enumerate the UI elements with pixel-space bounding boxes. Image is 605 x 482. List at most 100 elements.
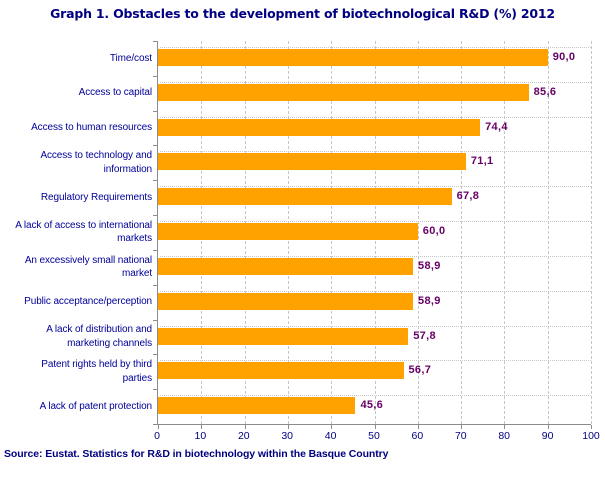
y-tick	[153, 110, 157, 112]
bar-row: 45,6	[158, 389, 591, 424]
category-label: Access to human resources	[31, 122, 152, 134]
bar-value-label: 85,6	[533, 85, 557, 98]
bar	[158, 49, 548, 66]
bar	[158, 327, 409, 345]
row-gridline	[160, 395, 591, 397]
bar-row: 74,4	[158, 111, 591, 146]
category-label: A lack of access to international market…	[15, 219, 152, 245]
x-tick-label: 40	[324, 430, 337, 442]
y-tick	[153, 145, 157, 147]
x-tick-label: 50	[368, 430, 380, 442]
x-tick	[547, 425, 549, 429]
x-tick	[591, 425, 592, 429]
source-note: Source: Eustat. Statistics for R&D in bi…	[4, 448, 389, 460]
bar-row: 60,0	[158, 215, 591, 250]
row-gridline	[160, 290, 591, 292]
bar	[158, 362, 404, 380]
row-gridline	[160, 47, 591, 48]
x-axis-tick-labels: 0 10 20 30 40 50 60 70 80 90 100	[154, 430, 600, 444]
bar-value-label: 74,4	[485, 120, 508, 133]
y-tick	[153, 284, 157, 286]
row-gridline	[160, 81, 591, 83]
bar-value-label: 57,8	[413, 329, 436, 342]
row-gridline	[160, 151, 591, 153]
x-tick-label: 90	[541, 430, 554, 442]
y-tick	[153, 180, 157, 182]
bar	[158, 153, 466, 171]
y-tick	[153, 75, 157, 77]
x-tick-label: 100	[582, 430, 600, 442]
bar-value-label: 71,1	[470, 155, 494, 168]
bar-value-label: 58,9	[418, 294, 441, 307]
bar-value-label: 56,7	[408, 364, 432, 377]
plot-area: 90,0 85,6 74,4 71,1 67,8 60,0 58,9 58,9 57,8 56,7…	[153, 41, 592, 429]
category-labels: Time/cost Access to capital Access to huma…	[2, 41, 152, 424]
x-tick	[374, 425, 376, 429]
x-tick-label: 0	[154, 430, 160, 442]
category-label: Time/cost	[109, 52, 152, 64]
bar-value-label: 58,9	[418, 259, 441, 272]
bar	[158, 223, 418, 241]
plot-rows: 90,0 85,6 74,4 71,1 67,8 60,0 58,9 58,9 57,8 56,7…	[158, 41, 591, 424]
bar-value-label: 67,8	[456, 190, 480, 203]
gridline	[547, 41, 549, 424]
gridline	[504, 41, 506, 424]
x-tick-label: 20	[237, 430, 250, 442]
y-tick	[153, 389, 157, 391]
y-tick	[153, 215, 157, 217]
bar-row: 71,1	[158, 145, 591, 180]
x-tick	[244, 425, 246, 429]
bar	[158, 83, 529, 101]
x-tick-label: 70	[454, 430, 467, 442]
bar-value-label: 90,0	[552, 51, 576, 63]
category-label: Patent rights held by third parties	[41, 359, 152, 384]
category-label: A lack of patent protection	[39, 400, 152, 412]
x-tick	[201, 425, 203, 429]
y-tick	[153, 249, 157, 251]
x-tick	[417, 425, 419, 429]
x-tick	[331, 425, 333, 429]
bar-row: 90,0	[158, 41, 591, 76]
bar	[158, 397, 356, 415]
row-gridline	[160, 360, 591, 362]
row-gridline	[160, 325, 591, 327]
x-tick	[158, 425, 159, 429]
chart-title: Graph 1. Obstacles to the development of…	[50, 6, 555, 21]
gridline	[461, 41, 463, 424]
gridline	[591, 41, 592, 424]
bar	[158, 257, 414, 275]
y-tick	[153, 424, 157, 425]
category-label: An excessively small national market	[24, 254, 152, 280]
y-tick	[153, 41, 157, 42]
y-tick	[153, 354, 157, 356]
gridline	[417, 41, 419, 424]
category-label: A lack of distribution and marketing cha…	[46, 324, 152, 349]
bar-row: 56,7	[158, 354, 591, 389]
x-tick-label: 10	[194, 430, 207, 442]
bar-row: 58,9	[158, 285, 591, 320]
x-tick	[504, 425, 506, 429]
category-label: Regulatory Requirements	[40, 191, 152, 203]
row-gridline	[160, 255, 591, 257]
x-tick	[461, 425, 463, 429]
x-tick-label: 80	[498, 430, 511, 442]
bar-row: 58,9	[158, 250, 591, 285]
bar-row: 57,8	[158, 320, 591, 355]
bar-value-label: 60,0	[422, 225, 446, 238]
category-label: Public acceptance/perception	[24, 296, 152, 308]
row-gridline	[160, 186, 591, 188]
bar-row: 85,6	[158, 76, 591, 111]
x-tick-label: 30	[281, 430, 294, 442]
category-label: Access to capital	[78, 87, 152, 99]
bar	[158, 188, 452, 206]
bar	[158, 118, 481, 136]
x-tick-label: 60	[411, 430, 424, 442]
bar-value-label: 45,6	[360, 399, 384, 412]
row-gridline	[160, 116, 591, 118]
bar-row: 67,8	[158, 180, 591, 215]
category-label: Access to technology and information	[40, 150, 152, 175]
row-gridline	[160, 221, 591, 223]
bar	[158, 292, 414, 310]
x-tick	[287, 425, 289, 429]
